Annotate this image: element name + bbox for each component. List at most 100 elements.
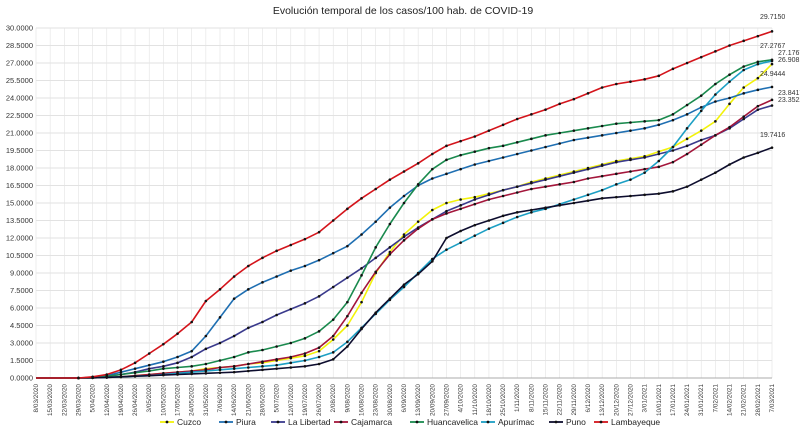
legend-item: La Libertad: [271, 417, 331, 427]
data-point: [275, 249, 278, 253]
data-point: [303, 365, 307, 368]
data-point: [756, 88, 760, 92]
data-point: [657, 118, 661, 122]
x-tick-label: 5/04/2020: [90, 384, 97, 413]
data-point: [331, 219, 335, 222]
x-tick-label: 2/08/2020: [330, 384, 337, 413]
data-point: [147, 363, 151, 367]
data-point: [728, 125, 731, 129]
data-point: [756, 60, 760, 64]
data-point: [459, 198, 462, 201]
data-point: [657, 150, 661, 153]
x-tick-label: 24/05/2020: [189, 384, 196, 416]
data-point: [133, 367, 137, 370]
y-tick-label: 9.0000: [10, 269, 33, 278]
data-point: [431, 177, 434, 180]
legend-label: Piura: [236, 417, 256, 427]
data-point: [572, 198, 576, 201]
data-point: [600, 197, 604, 200]
x-tick-label: 19/07/2020: [302, 384, 309, 416]
data-point: [459, 167, 462, 171]
data-point: [445, 201, 448, 205]
data-point: [289, 361, 293, 365]
x-tick-label: 5/07/2020: [274, 384, 281, 413]
data-point: [261, 320, 264, 324]
x-tick-label: 22/03/2020: [61, 384, 68, 416]
data-point: [530, 208, 533, 212]
data-point: [558, 142, 561, 145]
data-point: [742, 65, 745, 68]
data-point: [204, 299, 208, 303]
data-point: [402, 235, 406, 239]
data-point: [572, 180, 576, 184]
x-tick-label: 7/03/2021: [769, 384, 776, 413]
series-lambayeque: [36, 30, 774, 380]
data-point: [473, 163, 477, 166]
series-puno: [36, 146, 774, 380]
data-point: [572, 171, 576, 174]
x-tick-label: 26/07/2020: [316, 384, 323, 416]
data-point: [515, 152, 519, 156]
data-point: [699, 55, 703, 59]
data-point: [530, 187, 533, 191]
y-tick-label: 13.5000: [6, 216, 33, 225]
data-point: [275, 358, 278, 361]
data-point: [331, 285, 335, 289]
x-tick-label: 16/08/2020: [359, 384, 366, 416]
data-point: [544, 206, 547, 209]
data-point: [317, 355, 321, 359]
legend-label: Cuzco: [177, 417, 201, 427]
x-tick-label: 27/09/2020: [443, 384, 450, 416]
data-point: [615, 172, 618, 176]
data-point: [374, 220, 377, 223]
data-point: [473, 223, 477, 227]
data-point: [247, 351, 250, 354]
data-point: [671, 160, 675, 164]
x-tick-label: 10/01/2021: [656, 384, 663, 416]
data-point: [431, 152, 434, 156]
data-point: [558, 174, 561, 178]
data-point: [699, 138, 703, 142]
data-point: [459, 204, 462, 207]
data-point: [247, 362, 250, 366]
data-point: [374, 311, 377, 314]
data-point: [176, 355, 179, 359]
data-point: [360, 233, 363, 236]
data-point: [346, 340, 349, 344]
gridlines: [35, 27, 773, 379]
data-point: [699, 178, 703, 181]
data-point: [770, 59, 774, 63]
data-point: [742, 39, 745, 43]
data-point: [473, 198, 477, 201]
data-point: [147, 352, 151, 355]
data-point: [600, 164, 604, 167]
data-point: [742, 92, 745, 95]
data-point: [728, 163, 731, 166]
data-point: [643, 127, 646, 130]
y-tick-label: 0.0000: [10, 374, 33, 383]
data-point: [218, 288, 222, 291]
data-point: [232, 370, 236, 374]
data-point: [487, 227, 491, 230]
x-tick-label: 17/05/2020: [175, 384, 182, 416]
data-point: [388, 246, 392, 249]
y-tick-label: 4.5000: [10, 321, 33, 330]
y-tick-label: 6.0000: [10, 304, 33, 313]
y-tick-label: 27.0000: [6, 59, 33, 68]
data-point: [501, 194, 505, 198]
data-point: [416, 183, 420, 186]
data-point: [388, 206, 392, 209]
data-point: [162, 342, 165, 346]
data-point: [699, 129, 703, 132]
data-point: [232, 365, 236, 368]
x-tick-label: 11/10/2020: [472, 384, 479, 416]
data-point: [515, 191, 519, 194]
data-point: [445, 248, 448, 251]
data-point: [586, 177, 590, 180]
data-point: [629, 170, 632, 173]
x-tick-label: 21/02/2021: [741, 384, 748, 416]
data-point: [204, 334, 208, 338]
y-tick-label: 1.5000: [10, 356, 33, 365]
data-point: [388, 297, 392, 300]
